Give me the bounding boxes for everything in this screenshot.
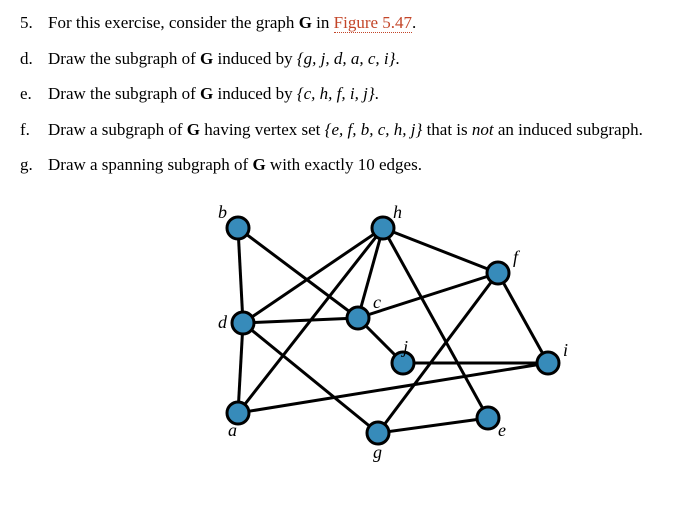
graph-figure: b h f d c j i a g e: [103, 188, 593, 468]
qg-t2: with exactly: [266, 155, 358, 174]
qd-g: G: [200, 49, 213, 68]
qf-g: G: [187, 120, 200, 139]
qg-num: g.: [20, 152, 48, 178]
qe-set: {c, h, f, i, j}: [297, 84, 375, 103]
qf-set: {e, f, b, c, h, j}: [325, 120, 423, 139]
question-f: f. Draw a subgraph of G having vertex se…: [20, 117, 675, 143]
graph-node-b: [227, 217, 249, 239]
graph-label-d: d: [218, 312, 228, 332]
qf-t3: that is: [422, 120, 472, 139]
q5-graph-sym: G: [299, 13, 312, 32]
graph-label-e: e: [498, 420, 506, 440]
figure-link[interactable]: Figure 5.47: [334, 13, 412, 33]
qe-g: G: [200, 84, 213, 103]
qd-t3: .: [395, 49, 399, 68]
qg-text: Draw a spanning subgraph of G with exact…: [48, 152, 675, 178]
q5-t2: in: [312, 13, 334, 32]
graph-edge: [383, 228, 488, 418]
qg-t1: Draw a spanning subgraph of: [48, 155, 252, 174]
qg-g: G: [252, 155, 265, 174]
qf-text: Draw a subgraph of G having vertex set {…: [48, 117, 675, 143]
qg-t3: edges.: [375, 155, 422, 174]
qd-text: Draw the subgraph of G induced by {g, j,…: [48, 46, 675, 72]
qg-n: 10: [358, 155, 375, 174]
qe-t3: .: [375, 84, 379, 103]
qd-t2: induced by: [213, 49, 297, 68]
graph-edge: [383, 228, 498, 273]
qd-t1: Draw the subgraph of: [48, 49, 200, 68]
graph-edge: [238, 228, 243, 323]
graph-node-f: [487, 262, 509, 284]
graph-label-i: i: [563, 340, 568, 360]
q5-t3: .: [412, 13, 416, 32]
graph-label-a: a: [228, 420, 237, 440]
graph-node-e: [477, 407, 499, 429]
graph-node-i: [537, 352, 559, 374]
question-d: d. Draw the subgraph of G induced by {g,…: [20, 46, 675, 72]
qe-t1: Draw the subgraph of: [48, 84, 200, 103]
graph-node-g: [367, 422, 389, 444]
graph-node-d: [232, 312, 254, 334]
graph-edge: [498, 273, 548, 363]
qf-num: f.: [20, 117, 48, 143]
graph-edge: [243, 318, 358, 323]
graph-label-j: j: [401, 337, 408, 357]
qf-t4: an induced subgraph.: [494, 120, 643, 139]
qe-text: Draw the subgraph of G induced by {c, h,…: [48, 81, 675, 107]
qf-not: not: [472, 120, 494, 139]
graph-node-c: [347, 307, 369, 329]
q5-t1: For this exercise, consider the graph: [48, 13, 299, 32]
graph-node-h: [372, 217, 394, 239]
graph-edge: [378, 418, 488, 433]
question-e: e. Draw the subgraph of G induced by {c,…: [20, 81, 675, 107]
graph-label-g: g: [373, 442, 382, 462]
qe-t2: induced by: [213, 84, 297, 103]
graph-edge: [243, 323, 378, 433]
q5-text: For this exercise, consider the graph G …: [48, 10, 675, 36]
graph-label-b: b: [218, 202, 227, 222]
graph-edge: [238, 228, 358, 318]
graph-label-h: h: [393, 202, 402, 222]
question-5: 5. For this exercise, consider the graph…: [20, 10, 675, 36]
graph-label-c: c: [373, 292, 381, 312]
question-g: g. Draw a spanning subgraph of G with ex…: [20, 152, 675, 178]
qd-num: d.: [20, 46, 48, 72]
q5-num: 5.: [20, 10, 48, 36]
qf-t1: Draw a subgraph of: [48, 120, 187, 139]
qf-t2: having vertex set: [200, 120, 325, 139]
graph-label-f: f: [513, 247, 521, 267]
qd-set: {g, j, d, a, c, i}: [297, 49, 396, 68]
graph-edge: [238, 323, 243, 413]
qe-num: e.: [20, 81, 48, 107]
